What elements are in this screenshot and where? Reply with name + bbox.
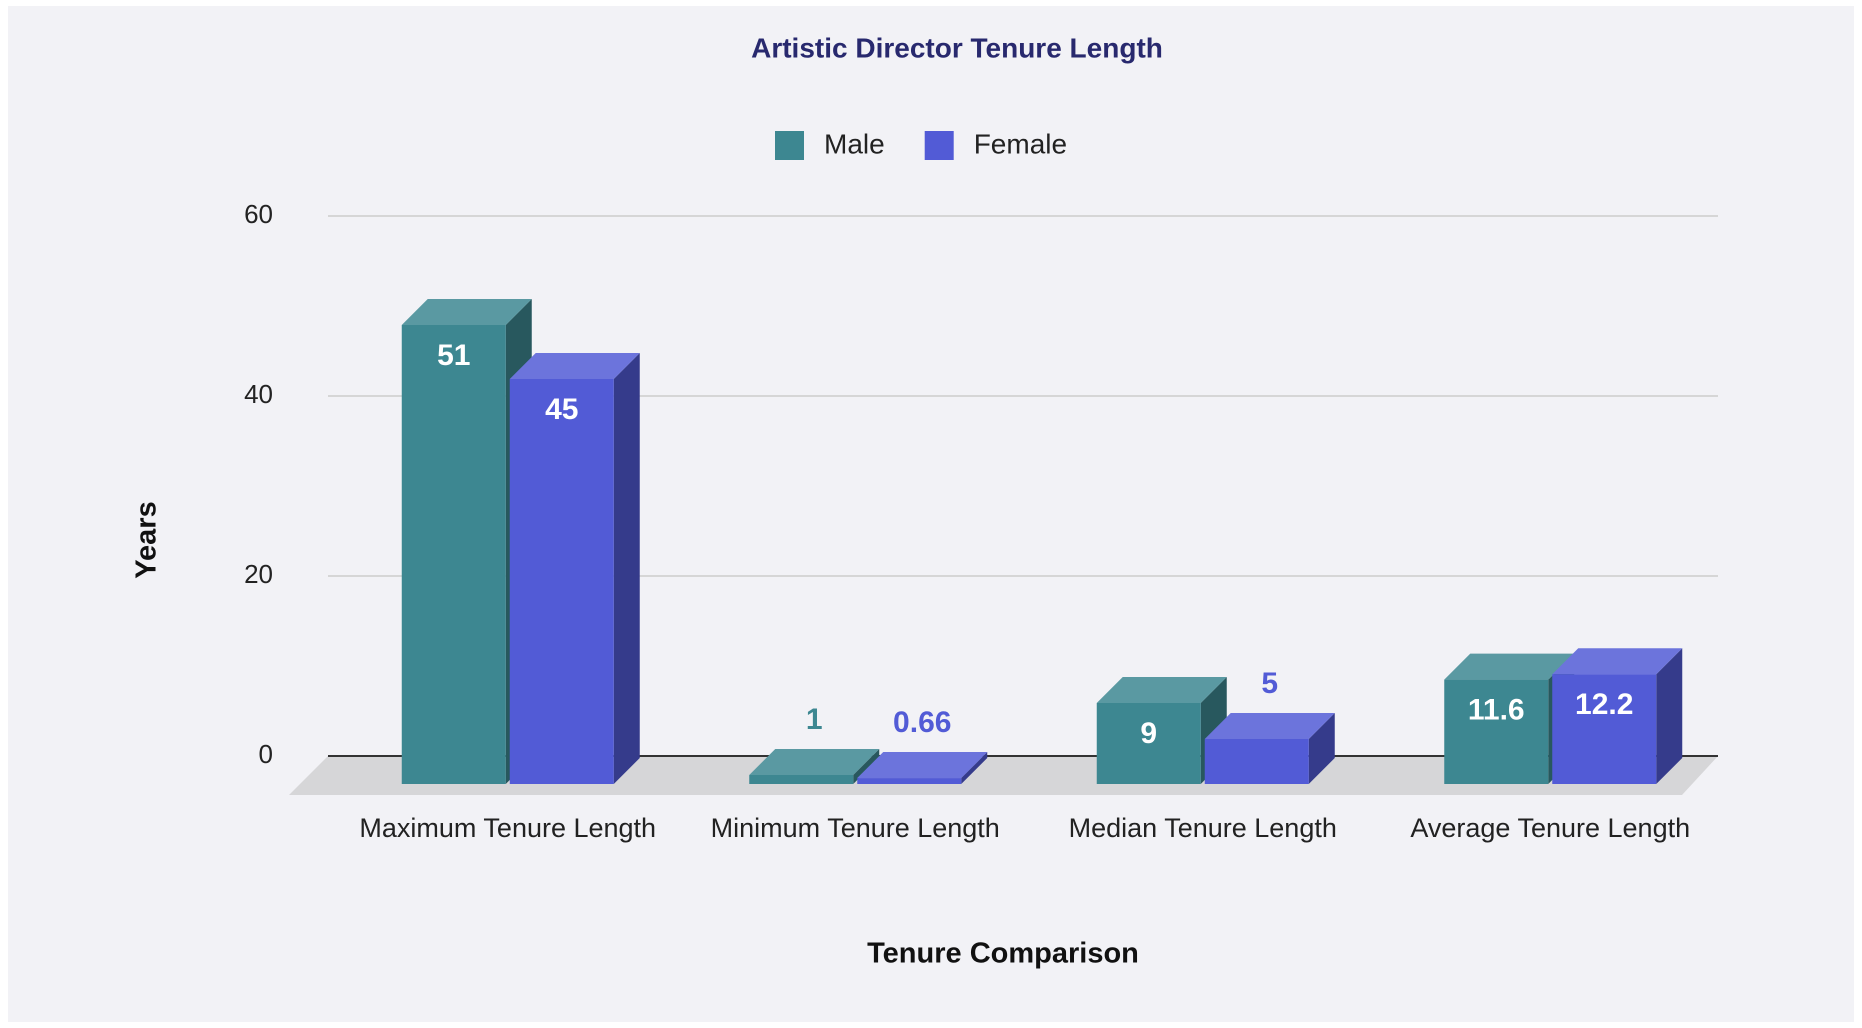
data-label: 45 xyxy=(545,393,578,426)
bar-top xyxy=(1096,677,1227,703)
legend-label: Female xyxy=(974,128,1067,159)
bar xyxy=(1204,739,1309,784)
x-tick-label: Median Tenure Length xyxy=(1069,813,1337,843)
bar-top xyxy=(1204,713,1335,739)
x-tick-label: Maximum Tenure Length xyxy=(359,813,656,843)
bar-top xyxy=(401,299,532,325)
x-axis-title: Tenure Comparison xyxy=(867,938,1139,970)
x-tick-label: Average Tenure Length xyxy=(1410,813,1690,843)
y-tick-label: 40 xyxy=(244,379,273,409)
floor xyxy=(289,756,1718,795)
y-tick-label: 0 xyxy=(259,739,273,769)
bar-side xyxy=(1308,713,1335,784)
y-axis-title: Years xyxy=(131,501,163,578)
bar-top xyxy=(749,749,880,775)
legend-swatch xyxy=(924,131,954,160)
data-label: 11.6 xyxy=(1468,694,1525,727)
x-tick-label: Minimum Tenure Length xyxy=(711,813,1000,843)
bar xyxy=(1096,703,1201,784)
bar xyxy=(1552,674,1657,784)
legend-label: Male xyxy=(824,128,885,159)
bar xyxy=(401,325,506,784)
bar xyxy=(1444,679,1549,784)
bar-side xyxy=(853,749,880,784)
bar xyxy=(749,775,854,784)
data-label: 1 xyxy=(806,703,823,736)
legend-swatch xyxy=(775,131,804,160)
bar xyxy=(857,778,962,784)
bar-side xyxy=(1656,648,1683,784)
bar-side xyxy=(961,752,988,784)
bar-side xyxy=(613,353,640,784)
chart-background xyxy=(8,6,1854,1022)
data-label: 0.66 xyxy=(893,706,951,739)
legend: Male Female xyxy=(775,128,1067,160)
bar xyxy=(509,379,614,784)
bar-top xyxy=(509,353,640,379)
y-tick-label: 20 xyxy=(244,559,273,589)
data-label: 5 xyxy=(1261,667,1278,700)
data-label: 9 xyxy=(1140,717,1157,750)
bar-top xyxy=(857,752,988,779)
chart-title: Artistic Director Tenure Length xyxy=(751,32,1163,63)
y-tick-label: 60 xyxy=(244,199,273,229)
bar-top xyxy=(1552,648,1683,675)
data-label: 51 xyxy=(437,339,470,372)
bar-top xyxy=(1444,653,1575,680)
data-label: 12.2 xyxy=(1575,688,1633,721)
